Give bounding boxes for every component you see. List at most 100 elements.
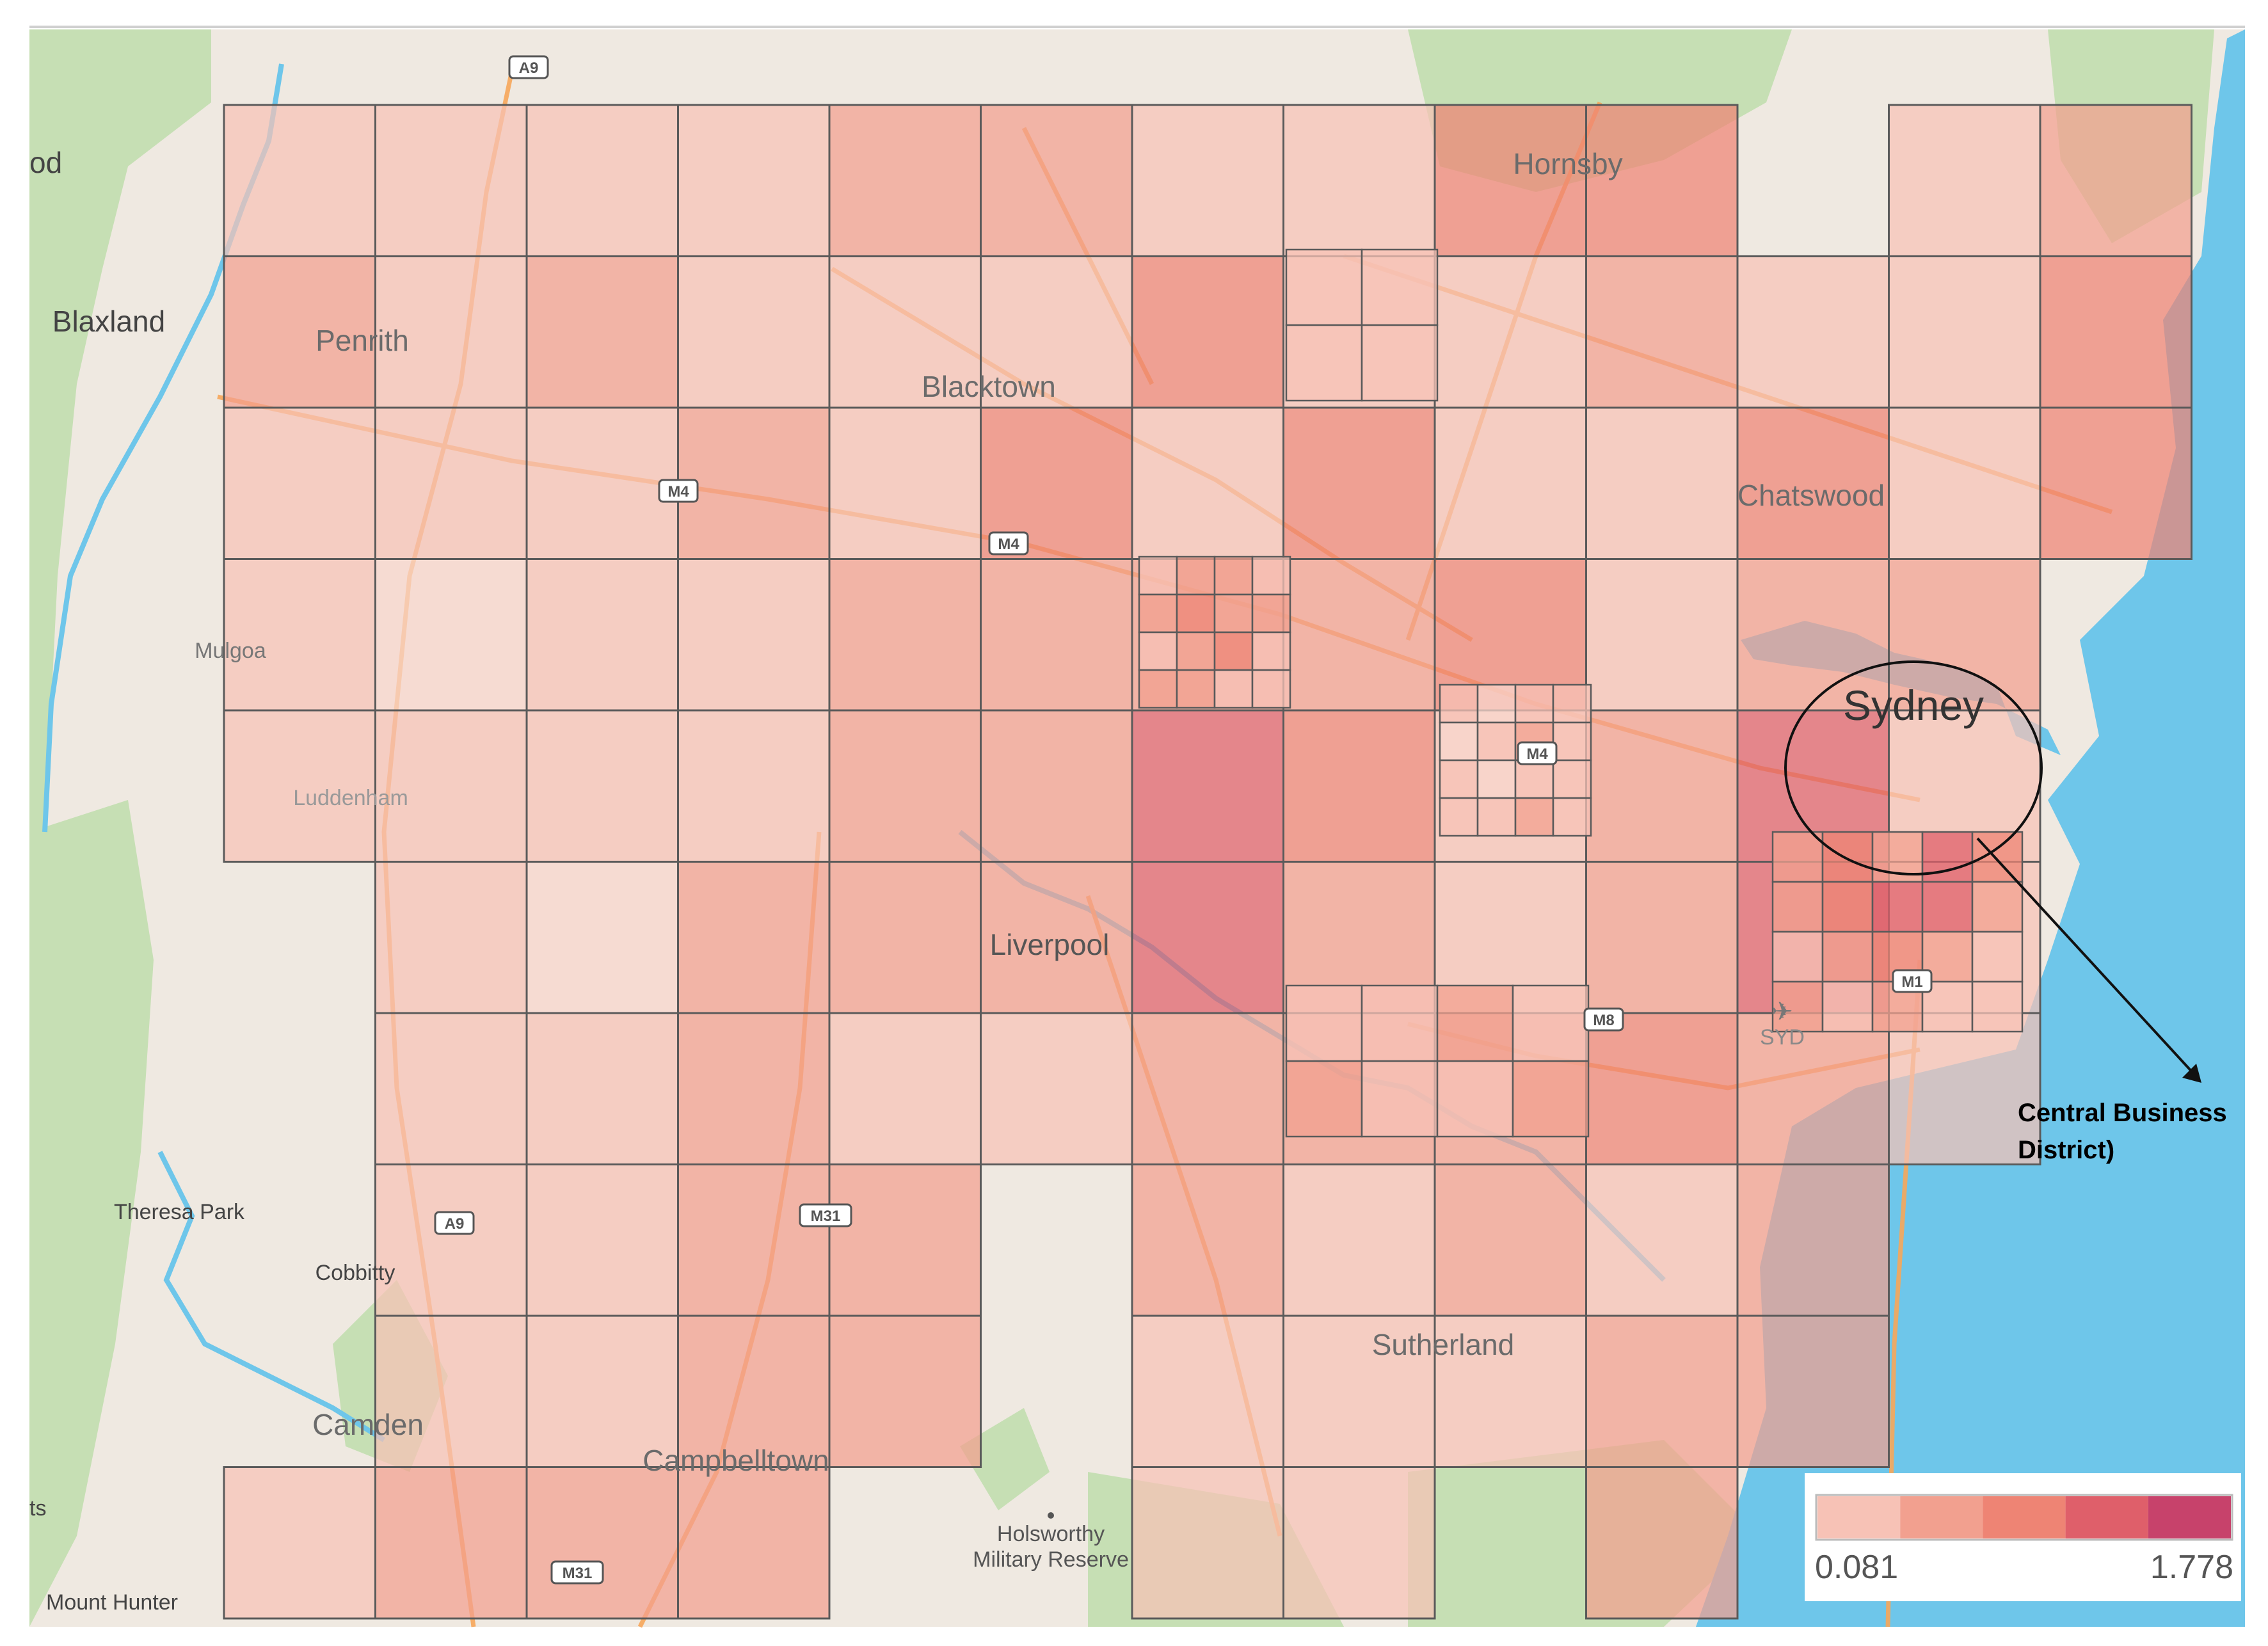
grid-cell[interactable]: [525, 1163, 679, 1317]
grid-cell-fine[interactable]: [1251, 669, 1291, 709]
grid-cell[interactable]: [1131, 1314, 1284, 1468]
grid-cell-fine[interactable]: [1251, 555, 1291, 596]
grid-cell[interactable]: [525, 558, 679, 712]
grid-cell-fine[interactable]: [1176, 555, 1216, 596]
grid-cell[interactable]: [1888, 104, 2041, 257]
grid-cell[interactable]: [828, 861, 982, 1014]
grid-cell-fine[interactable]: [1361, 1060, 1439, 1138]
grid-cell-fine[interactable]: [1971, 931, 2024, 983]
grid-cell-fine[interactable]: [1476, 797, 1517, 837]
grid-cell[interactable]: [828, 558, 982, 712]
grid-cell[interactable]: [1131, 255, 1284, 409]
grid-cell-fine[interactable]: [1439, 797, 1479, 837]
grid-cell-fine[interactable]: [1771, 881, 1824, 933]
grid-cell-fine[interactable]: [1285, 324, 1363, 402]
grid-cell[interactable]: [1585, 861, 1739, 1014]
grid-cell-fine[interactable]: [1552, 683, 1592, 724]
grid-cell[interactable]: [223, 255, 376, 409]
grid-cell[interactable]: [374, 1466, 528, 1620]
grid-cell[interactable]: [980, 861, 1133, 1014]
grid-cell[interactable]: [980, 104, 1133, 257]
grid-cell[interactable]: [980, 1012, 1133, 1165]
grid-cell[interactable]: [1585, 709, 1739, 863]
grid-cell[interactable]: [677, 709, 831, 863]
grid-cell-fine[interactable]: [1476, 759, 1517, 799]
grid-cell[interactable]: [1131, 1012, 1284, 1165]
grid-cell[interactable]: [374, 104, 528, 257]
grid-cell[interactable]: [1433, 406, 1587, 560]
grid-cell[interactable]: [525, 406, 679, 560]
grid-cell[interactable]: [2039, 104, 2192, 257]
grid-cell[interactable]: [2039, 255, 2192, 409]
grid-cell-fine[interactable]: [1138, 555, 1178, 596]
grid-cell-fine[interactable]: [1213, 555, 1254, 596]
grid-cell[interactable]: [374, 558, 528, 712]
grid-cell-fine[interactable]: [1476, 683, 1517, 724]
grid-cell-fine[interactable]: [1439, 759, 1479, 799]
grid-cell[interactable]: [1585, 406, 1739, 560]
grid-cell-fine[interactable]: [1552, 797, 1592, 837]
grid-cell-fine[interactable]: [1213, 631, 1254, 671]
grid-cell[interactable]: [1888, 406, 2041, 560]
grid-cell-fine[interactable]: [1771, 831, 1824, 883]
grid-cell[interactable]: [1282, 709, 1436, 863]
grid-cell[interactable]: [677, 1012, 831, 1165]
grid-cell-fine[interactable]: [1176, 593, 1216, 634]
grid-cell-fine[interactable]: [1176, 631, 1216, 671]
grid-cell[interactable]: [1131, 709, 1284, 863]
grid-cell[interactable]: [2039, 406, 2192, 560]
grid-cell-fine[interactable]: [1138, 631, 1178, 671]
grid-cell[interactable]: [1736, 1012, 1890, 1165]
grid-cell[interactable]: [677, 255, 831, 409]
grid-cell[interactable]: [1585, 1163, 1739, 1317]
grid-cell[interactable]: [525, 1314, 679, 1468]
grid-cell[interactable]: [1282, 1163, 1436, 1317]
grid-cell[interactable]: [828, 1012, 982, 1165]
grid-cell[interactable]: [525, 709, 679, 863]
grid-cell-fine[interactable]: [1514, 759, 1554, 799]
grid-cell-fine[interactable]: [1285, 248, 1363, 326]
grid-cell-fine[interactable]: [1439, 721, 1479, 762]
grid-cell-fine[interactable]: [1552, 721, 1592, 762]
grid-cell-fine[interactable]: [1512, 1060, 1590, 1138]
grid-cell-fine[interactable]: [1251, 631, 1291, 671]
grid-cell[interactable]: [374, 709, 528, 863]
grid-cell[interactable]: [1131, 861, 1284, 1014]
grid-cell[interactable]: [1736, 1314, 1890, 1468]
grid-cell[interactable]: [525, 861, 679, 1014]
grid-cell-fine[interactable]: [1821, 831, 1874, 883]
grid-cell[interactable]: [677, 861, 831, 1014]
grid-cell[interactable]: [1282, 1466, 1436, 1620]
grid-cell[interactable]: [1585, 255, 1739, 409]
grid-cell[interactable]: [677, 1314, 831, 1468]
grid-cell[interactable]: [223, 558, 376, 712]
grid-cell-fine[interactable]: [1436, 984, 1514, 1062]
grid-cell[interactable]: [1282, 104, 1436, 257]
grid-cell-fine[interactable]: [1871, 881, 1924, 933]
grid-cell[interactable]: [1131, 104, 1284, 257]
grid-cell[interactable]: [1433, 255, 1587, 409]
grid-cell-fine[interactable]: [1921, 881, 1974, 933]
grid-cell[interactable]: [1585, 558, 1739, 712]
grid-cell[interactable]: [1736, 255, 1890, 409]
grid-cell[interactable]: [1131, 406, 1284, 560]
grid-cell[interactable]: [1736, 558, 1890, 712]
grid-cell-fine[interactable]: [1251, 593, 1291, 634]
grid-cell-fine[interactable]: [1971, 881, 2024, 933]
grid-cell-fine[interactable]: [1138, 669, 1178, 709]
grid-cell[interactable]: [1433, 1314, 1587, 1468]
grid-cell-fine[interactable]: [1552, 759, 1592, 799]
grid-cell[interactable]: [374, 1314, 528, 1468]
grid-cell[interactable]: [374, 861, 528, 1014]
grid-cell[interactable]: [223, 104, 376, 257]
grid-cell-fine[interactable]: [1285, 984, 1363, 1062]
grid-cell[interactable]: [223, 406, 376, 560]
grid-cell-fine[interactable]: [1771, 931, 1824, 983]
grid-cell-fine[interactable]: [1476, 721, 1517, 762]
grid-cell[interactable]: [1131, 1163, 1284, 1317]
grid-cell-fine[interactable]: [1514, 683, 1554, 724]
grid-cell[interactable]: [1131, 1466, 1284, 1620]
grid-cell[interactable]: [828, 406, 982, 560]
grid-cell[interactable]: [1888, 558, 2041, 712]
